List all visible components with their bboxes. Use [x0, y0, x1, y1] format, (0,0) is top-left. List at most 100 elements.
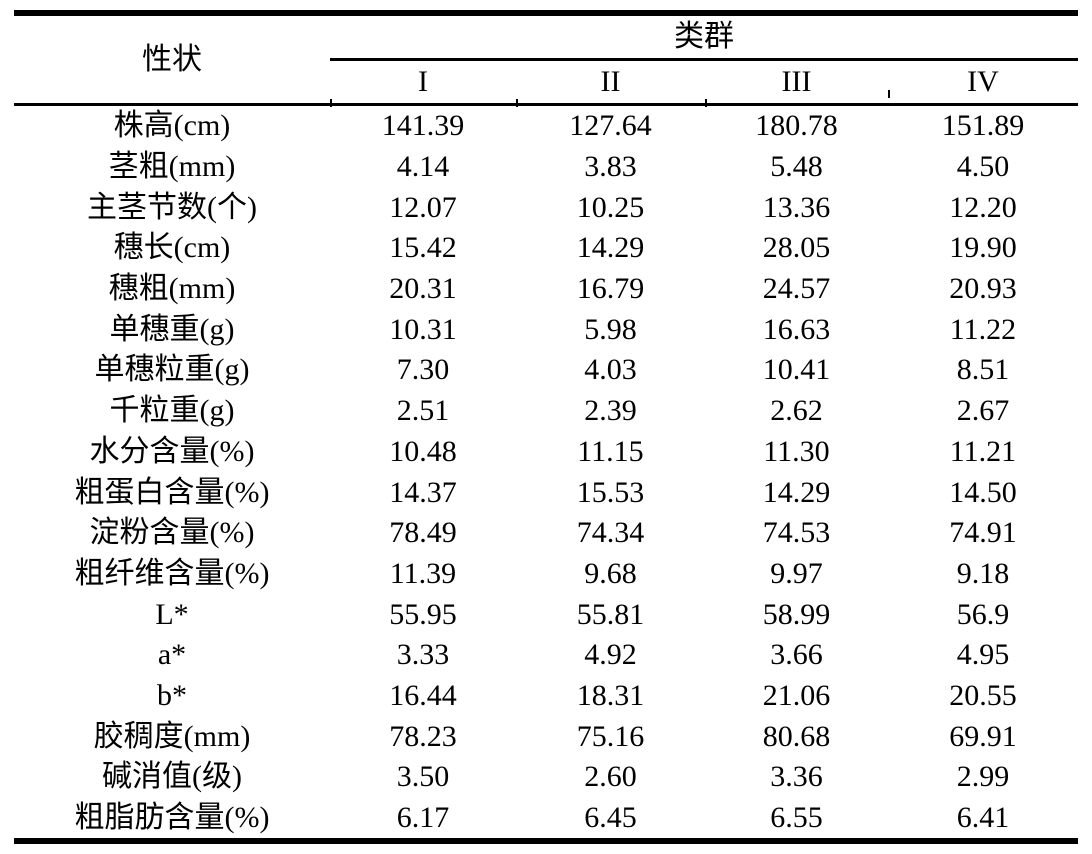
table-row: 主茎节数(个) 12.07 10.25 13.36 12.20 [14, 187, 1078, 228]
value-cell: 180.78 [755, 109, 838, 143]
table-row: b* 16.44 18.31 21.06 20.55 [14, 676, 1078, 717]
value-cell: 6.17 [396, 801, 450, 835]
value-cell: 3.83 [584, 150, 637, 184]
value-cell: 10.41 [762, 353, 831, 387]
value-cell: 5.48 [770, 150, 823, 184]
value-cell: 75.16 [576, 719, 645, 753]
value-cell: 4.95 [956, 638, 1010, 672]
value-cell: 6.41 [956, 801, 1010, 835]
table-row: 单穗重(g) 10.31 5.98 16.63 11.22 [14, 309, 1078, 350]
column-header-1: I [330, 59, 516, 106]
value-cell: 74.91 [949, 516, 1017, 550]
table-row: 穗粗(mm) 20.31 16.79 24.57 20.93 [14, 269, 1078, 310]
table-row: 茎粗(mm) 4.14 3.83 5.48 4.50 [14, 147, 1078, 188]
table-row: 粗蛋白含量(%) 14.37 15.53 14.29 14.50 [14, 472, 1078, 513]
table-row: 胶稠度(mm) 78.23 75.16 80.68 69.91 [14, 716, 1078, 757]
trait-label-cell: 粗纤维含量(%) [74, 556, 270, 590]
trait-label-cell: 茎粗(mm) [108, 150, 236, 184]
value-cell: 14.29 [576, 231, 645, 265]
column-boundary-tick [330, 99, 332, 107]
value-cell: 11.39 [389, 556, 457, 590]
table-header: 性状 类群 I II III IV [14, 13, 1078, 106]
value-cell: 9.18 [956, 556, 1010, 590]
trait-label-cell: 淀粉含量(%) [89, 516, 255, 550]
table-row: 粗脂肪含量(%) 6.17 6.45 6.55 6.41 [14, 798, 1078, 842]
trait-label-cell: 水分含量(%) [89, 434, 255, 468]
value-cell: 14.50 [949, 475, 1017, 509]
trait-label-cell: 单穗重(g) [109, 312, 235, 346]
value-cell: 10.31 [389, 312, 457, 346]
column-header-4: IV [888, 59, 1078, 106]
trait-label-cell: 千粒重(g) [109, 394, 235, 428]
value-cell: 11.15 [577, 434, 644, 468]
value-cell: 8.51 [956, 353, 1010, 387]
value-cell: 2.62 [770, 394, 823, 428]
table-row: 水分含量(%) 10.48 11.15 11.30 11.21 [14, 432, 1078, 473]
trait-label-cell: 单穗粒重(g) [94, 353, 250, 387]
value-cell: 4.50 [956, 150, 1010, 184]
group-spanner-header: 类群 [330, 13, 1078, 61]
value-cell: 55.81 [576, 597, 645, 631]
table-row: 碱消值(级) 3.50 2.60 3.36 2.99 [14, 757, 1078, 798]
value-cell: 19.90 [949, 231, 1017, 265]
table-row: a* 3.33 4.92 3.66 4.95 [14, 635, 1078, 676]
value-cell: 15.42 [389, 231, 457, 265]
column-header-3: III [705, 59, 888, 106]
value-cell: 9.97 [770, 556, 823, 590]
trait-label-cell: b* [157, 678, 187, 712]
value-cell: 74.53 [762, 516, 831, 550]
value-cell: 20.93 [949, 272, 1017, 306]
trait-label-cell: 碱消值(级) [102, 760, 242, 794]
trait-label-cell: L* [155, 597, 189, 631]
value-cell: 11.30 [763, 434, 830, 468]
value-cell: 16.44 [389, 678, 457, 712]
group-header-row: 性状 类群 [14, 13, 1078, 106]
trait-label-cell: 株高(cm) [113, 109, 231, 143]
value-cell: 80.68 [762, 719, 831, 753]
value-cell: 12.07 [389, 190, 457, 224]
value-cell: 127.64 [569, 109, 652, 143]
column-boundary-tick [516, 99, 518, 107]
trait-label-cell: 主茎节数(个) [87, 190, 257, 224]
column-boundary-tick [705, 99, 707, 107]
value-cell: 56.9 [956, 597, 1010, 631]
value-cell: 16.63 [762, 312, 831, 346]
table-row: 粗纤维含量(%) 11.39 9.68 9.97 9.18 [14, 554, 1078, 595]
value-cell: 4.92 [584, 638, 637, 672]
value-cell: 24.57 [762, 272, 831, 306]
value-cell: 2.51 [396, 394, 450, 428]
value-cell: 6.45 [584, 801, 637, 835]
value-cell: 3.66 [770, 638, 823, 672]
value-cell: 78.49 [389, 516, 457, 550]
traits-table: 性状 类群 I II III IV 株高(cm) 141.39 127.64 1… [14, 10, 1078, 845]
value-cell: 58.99 [762, 597, 831, 631]
value-cell: 69.91 [949, 719, 1017, 753]
value-cell: 5.98 [584, 312, 637, 346]
value-cell: 55.95 [389, 597, 457, 631]
value-cell: 20.31 [389, 272, 457, 306]
table-row: 单穗粒重(g) 7.30 4.03 10.41 8.51 [14, 350, 1078, 391]
value-cell: 7.30 [396, 353, 450, 387]
value-cell: 4.14 [396, 150, 450, 184]
trait-label-cell: a* [157, 638, 187, 672]
value-cell: 11.21 [949, 434, 1017, 468]
value-cell: 13.36 [762, 190, 831, 224]
value-cell: 18.31 [576, 678, 645, 712]
value-cell: 15.53 [576, 475, 645, 509]
value-cell: 10.25 [576, 190, 645, 224]
trait-label-cell: 粗蛋白含量(%) [74, 475, 270, 509]
trait-column-header: 性状 [14, 13, 330, 106]
value-cell: 14.29 [762, 475, 831, 509]
value-cell: 4.03 [584, 353, 637, 387]
table-row: L* 55.95 55.81 58.99 56.9 [14, 594, 1078, 635]
column-header-row: I II III IV [14, 59, 1078, 106]
trait-label-cell: 穗长(cm) [113, 231, 231, 265]
table-row: 株高(cm) 141.39 127.64 180.78 151.89 [14, 105, 1078, 147]
value-cell: 141.39 [381, 109, 465, 143]
value-cell: 12.20 [949, 190, 1017, 224]
value-cell: 14.37 [389, 475, 457, 509]
value-cell: 10.48 [389, 434, 457, 468]
value-cell: 9.68 [584, 556, 637, 590]
table-row: 淀粉含量(%) 78.49 74.34 74.53 74.91 [14, 513, 1078, 554]
